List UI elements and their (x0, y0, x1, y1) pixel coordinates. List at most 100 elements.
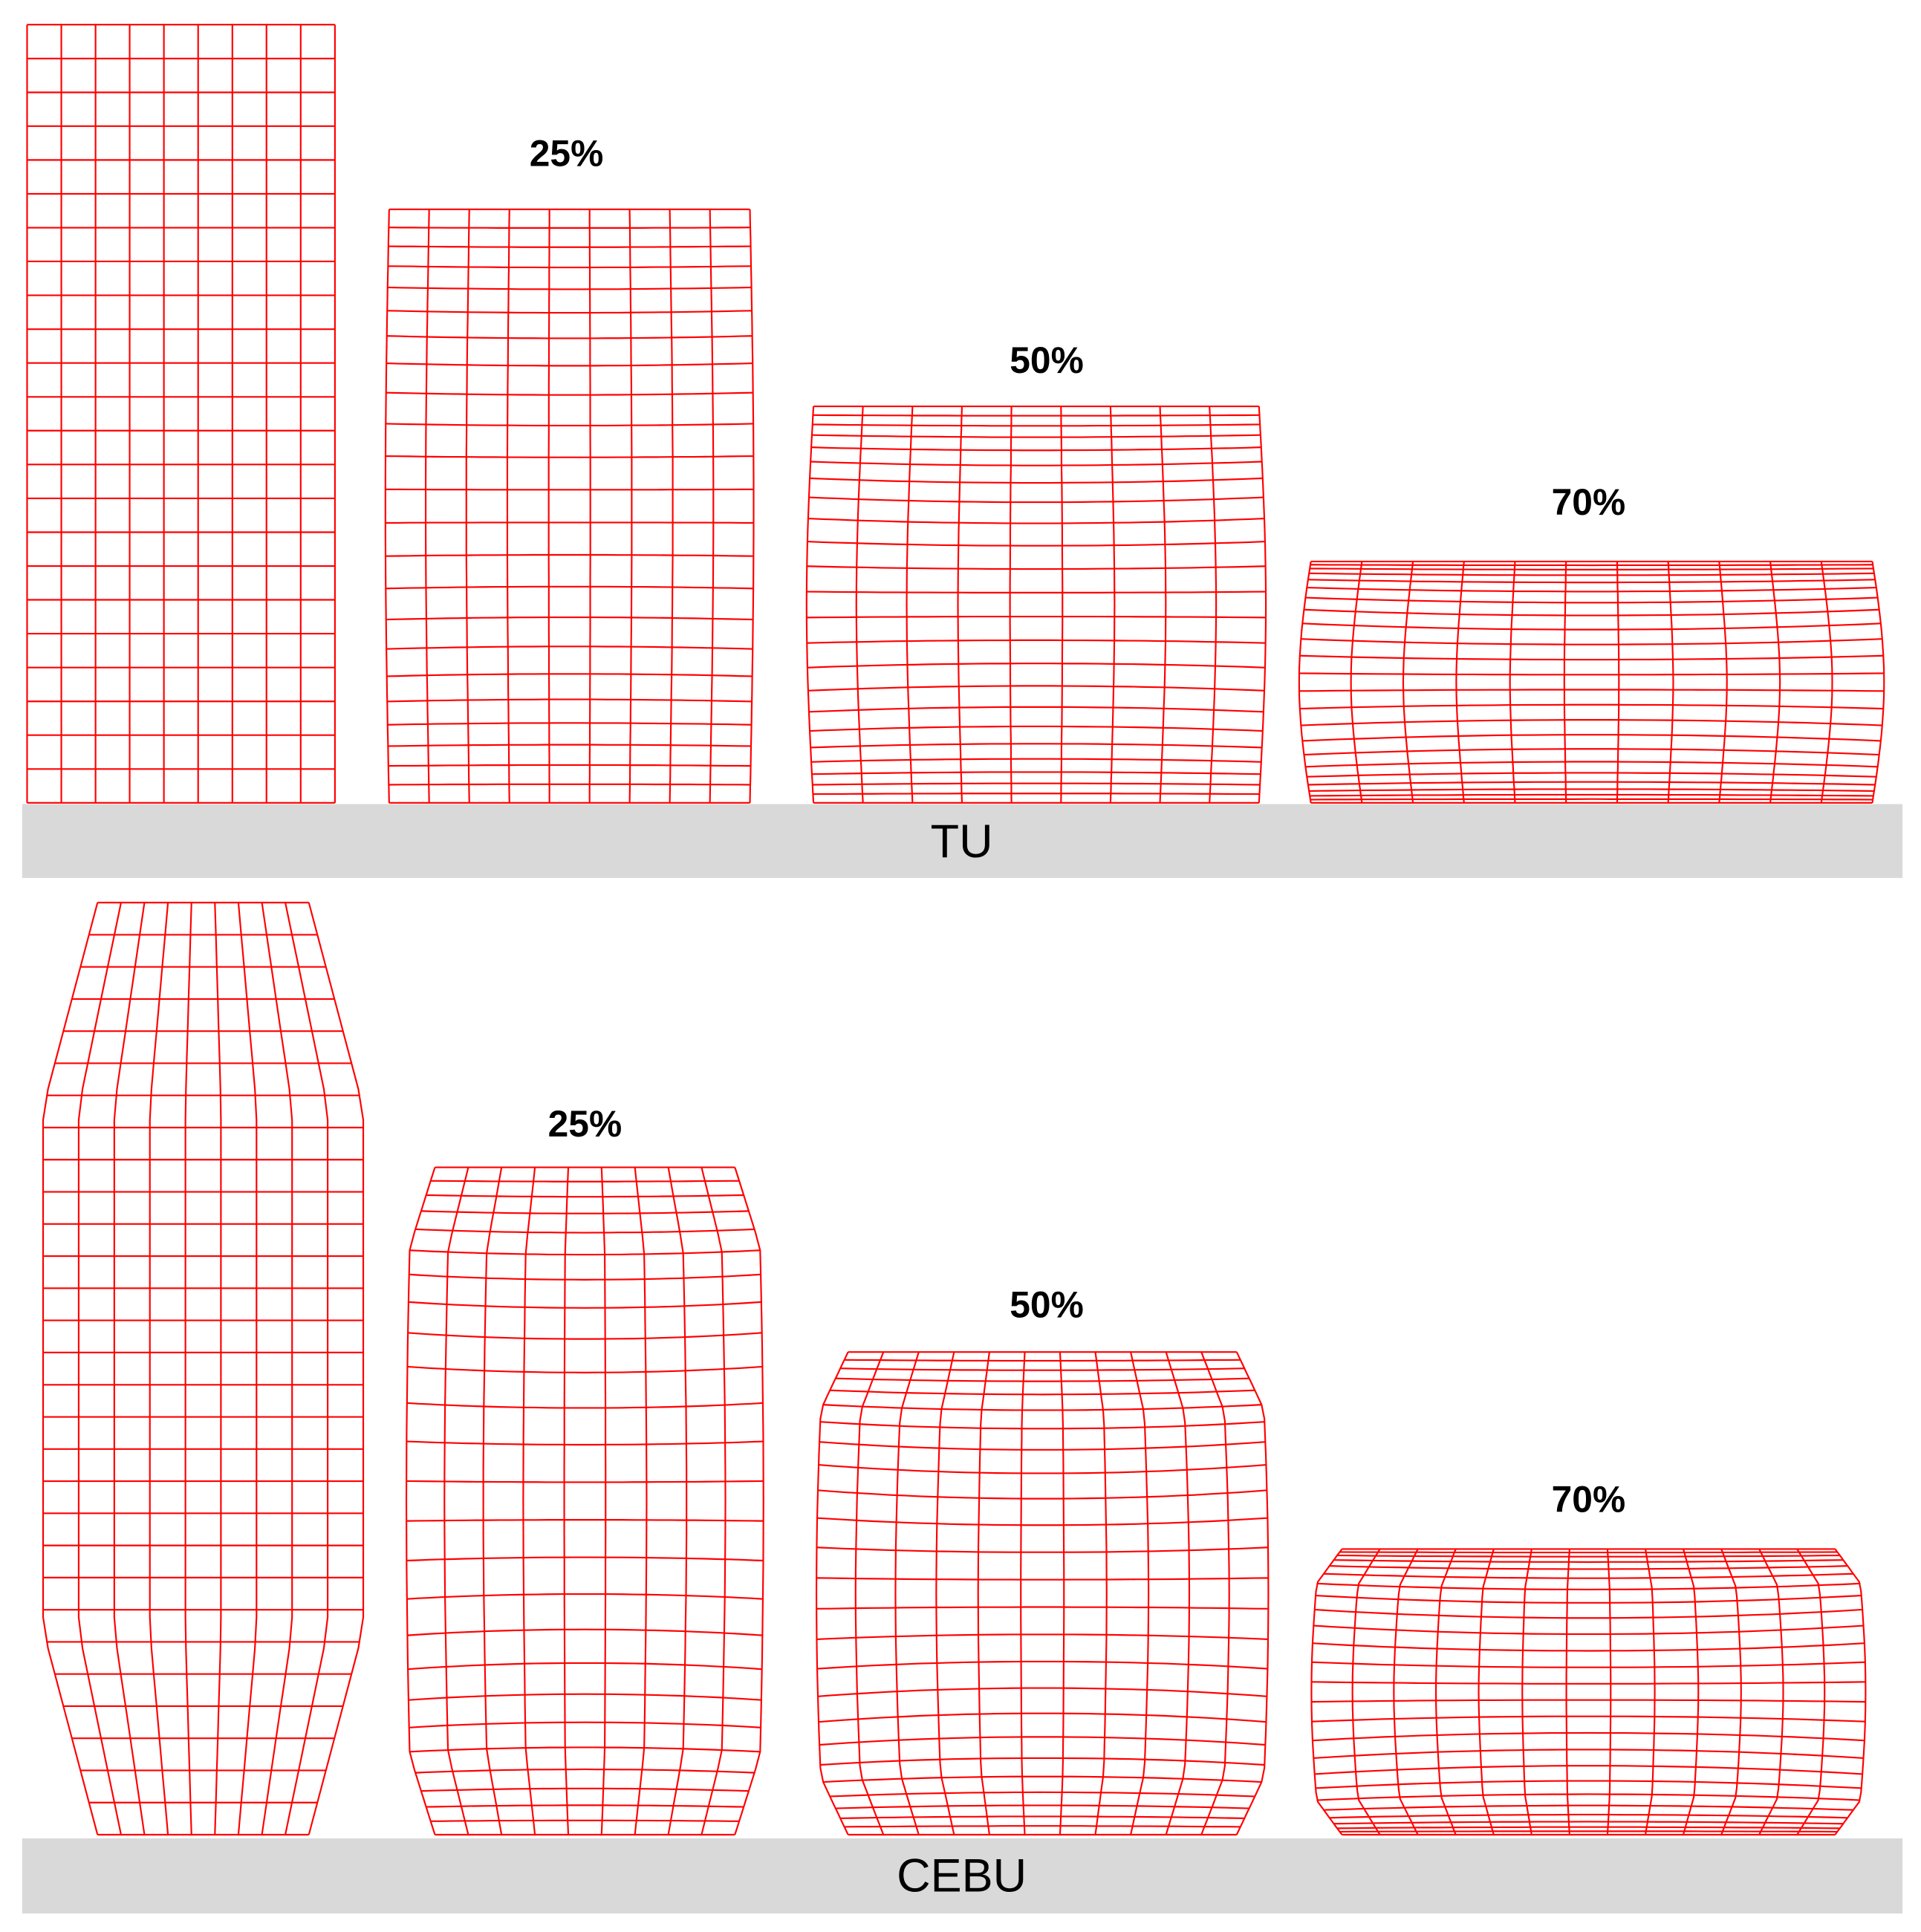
mesh-line (816, 1546, 1269, 1553)
mesh-line (1302, 734, 1882, 742)
mesh-line (214, 902, 222, 1835)
mesh-line (1329, 1565, 1848, 1570)
mesh-line (844, 1825, 1241, 1828)
mesh-line (634, 1167, 648, 1835)
mesh-line (854, 1351, 885, 1835)
mesh-line (388, 744, 752, 747)
mesh-line (1060, 406, 1064, 803)
mesh-line (1094, 1352, 1108, 1835)
compression-label: 70% (1552, 481, 1626, 523)
mesh-line (1304, 748, 1879, 756)
mesh-line (409, 1721, 761, 1728)
mesh-line (830, 1791, 1255, 1798)
mesh-line (420, 1210, 749, 1214)
mesh-line (1313, 1624, 1864, 1636)
mesh-line (1329, 1813, 1848, 1819)
mesh-line (482, 1167, 503, 1835)
mesh-line (1333, 1821, 1844, 1825)
mesh-line (1769, 561, 1781, 803)
mesh-line (184, 902, 192, 1835)
mesh-line (406, 1480, 764, 1483)
mesh-line (749, 209, 755, 803)
mesh-line (816, 1577, 1269, 1581)
mesh-line (415, 1228, 755, 1234)
mesh-line (1316, 1582, 1861, 1591)
mesh-line (906, 406, 914, 803)
mesh-line (818, 1463, 1267, 1474)
mesh-line (1130, 1351, 1150, 1835)
mesh-line (820, 1757, 1265, 1766)
mesh-line (387, 286, 752, 290)
mesh-line (1316, 1793, 1861, 1801)
mesh-line (1200, 1351, 1230, 1835)
mesh-line (1313, 1749, 1864, 1759)
mesh-line (1305, 596, 1878, 604)
mesh-line (1606, 1549, 1612, 1835)
mesh-line (806, 591, 1267, 593)
mesh-line (1258, 406, 1267, 803)
mesh-line (1683, 1549, 1700, 1835)
mesh-line (1871, 561, 1885, 804)
mesh-line (840, 1367, 1245, 1371)
mesh-line (1209, 406, 1218, 803)
mesh-line (443, 1167, 469, 1835)
mesh-line (816, 1606, 1269, 1610)
mesh-line (816, 1660, 1268, 1670)
mesh-line (386, 673, 753, 677)
mesh-line (387, 310, 753, 314)
mesh-line (1305, 761, 1878, 768)
mesh-line (42, 902, 99, 1835)
mesh-line (812, 423, 1261, 427)
mesh-line (1059, 1352, 1065, 1835)
mesh-line (1309, 788, 1875, 793)
panel-label: CEBU (897, 1850, 1027, 1902)
ground-plate (22, 804, 1903, 878)
mesh-line (600, 1167, 607, 1835)
mesh-line (386, 423, 754, 427)
mesh-line (1667, 561, 1674, 803)
mesh-line (409, 1273, 761, 1281)
mesh-line (894, 1351, 920, 1835)
mesh-line (1311, 1699, 1866, 1703)
mesh-line (1299, 654, 1884, 661)
mesh-line (820, 1421, 1265, 1430)
mesh-line (588, 209, 591, 803)
mesh-line (811, 446, 1261, 452)
mesh-line (701, 1167, 727, 1835)
mesh-line (810, 477, 1263, 484)
mesh-line (1718, 561, 1728, 803)
mesh-line (1304, 608, 1879, 617)
mesh-line (810, 461, 1262, 466)
mesh-line (1307, 579, 1876, 584)
mesh-line (408, 1693, 761, 1701)
mesh-line (1314, 1765, 1863, 1775)
mesh-line (149, 902, 169, 1835)
mesh-line (407, 1628, 763, 1636)
mesh-line (1644, 1549, 1656, 1835)
mesh-line (1316, 1780, 1862, 1789)
compression-label: 50% (1010, 339, 1084, 381)
mesh-line (1563, 561, 1567, 803)
mesh-line (1301, 638, 1882, 645)
mesh-line (810, 743, 1262, 749)
mesh-line (415, 1768, 755, 1774)
mesh-line (855, 406, 864, 803)
mesh-line (1310, 798, 1873, 801)
mesh-line (1301, 719, 1882, 726)
mesh-line (407, 1365, 763, 1373)
mesh-line (807, 663, 1265, 669)
mesh-line (1307, 781, 1876, 786)
mesh-line (816, 1517, 1268, 1526)
mesh-line (408, 1662, 762, 1671)
mesh-line (285, 902, 329, 1835)
mesh-line (1351, 1548, 1381, 1835)
mesh-line (308, 902, 365, 1835)
mesh-line (807, 518, 1264, 524)
mesh-line (819, 1441, 1266, 1451)
mesh-line (424, 209, 430, 803)
mesh-line (1758, 1548, 1784, 1835)
mesh-line (811, 434, 1261, 438)
mesh-line (815, 1351, 849, 1835)
mesh-line (813, 793, 1260, 796)
